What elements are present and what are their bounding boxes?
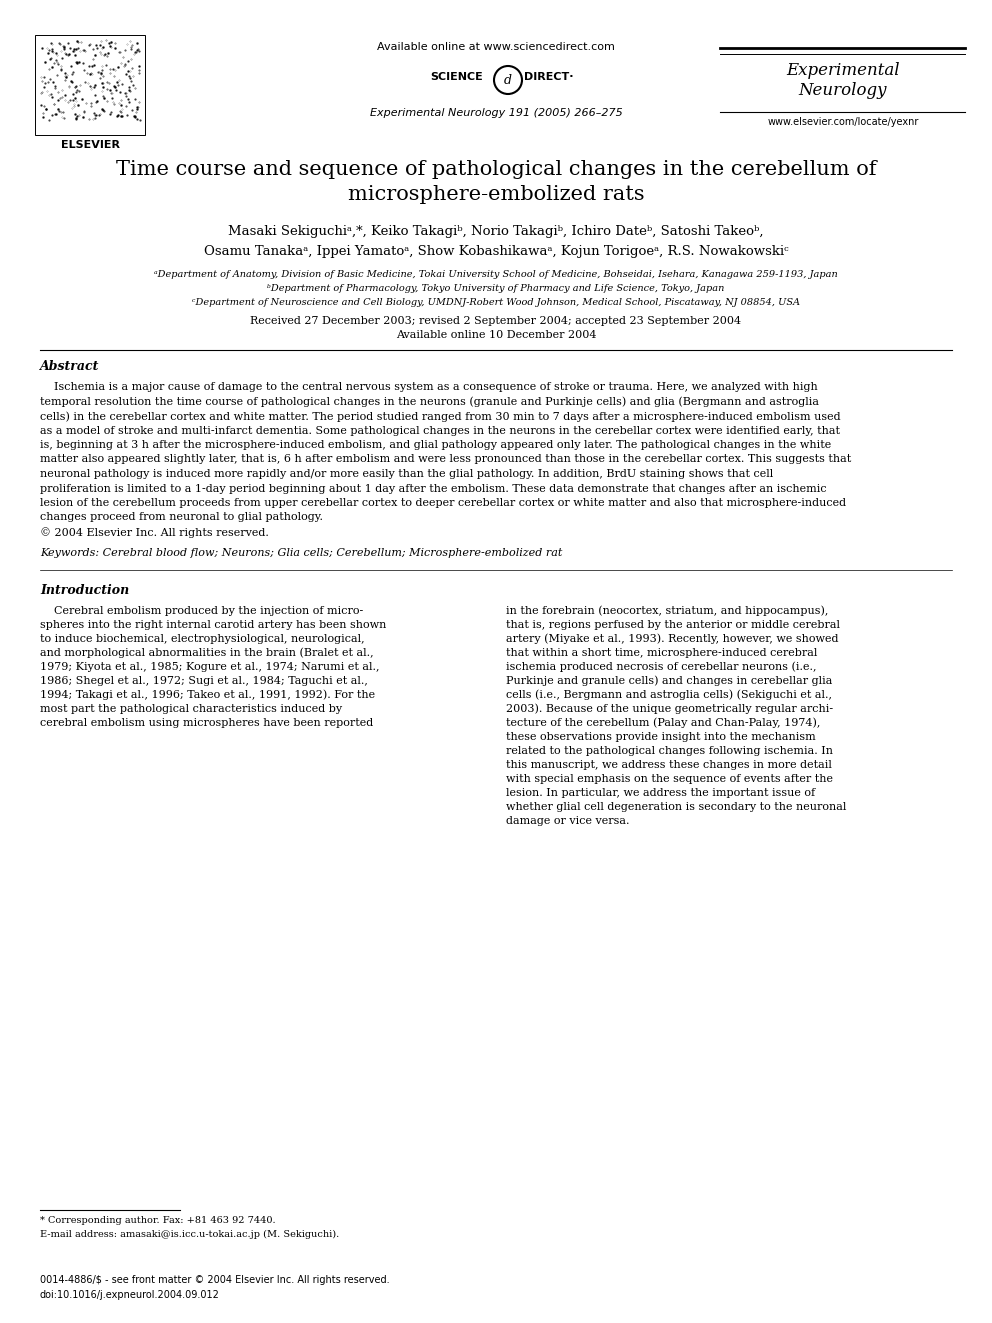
Text: Received 27 December 2003; revised 2 September 2004; accepted 23 September 2004: Received 27 December 2003; revised 2 Sep…: [250, 316, 742, 325]
Text: 1986; Shegel et al., 1972; Sugi et al., 1984; Taguchi et al.,: 1986; Shegel et al., 1972; Sugi et al., …: [40, 676, 368, 685]
Text: 2003). Because of the unique geometrically regular archi-: 2003). Because of the unique geometrical…: [506, 704, 833, 714]
Text: Cerebral embolism produced by the injection of micro-: Cerebral embolism produced by the inject…: [40, 606, 363, 615]
Text: ischemia produced necrosis of cerebellar neurons (i.e.,: ischemia produced necrosis of cerebellar…: [506, 662, 816, 672]
Bar: [35, 34, 145, 135]
Text: Abstract: Abstract: [40, 360, 99, 373]
Text: Time course and sequence of pathological changes in the cerebellum of: Time course and sequence of pathological…: [116, 160, 876, 179]
Text: whether glial cell degeneration is secondary to the neuronal: whether glial cell degeneration is secon…: [506, 802, 846, 811]
Text: these observations provide insight into the mechanism: these observations provide insight into …: [506, 732, 815, 741]
Text: SCIENCE: SCIENCE: [430, 71, 483, 82]
Text: lesion of the cerebellum proceeds from upper cerebellar cortex to deeper cerebel: lesion of the cerebellum proceeds from u…: [40, 497, 846, 508]
Text: E-mail address: amasaki@is.icc.u-tokai.ac.jp (M. Sekiguchi).: E-mail address: amasaki@is.icc.u-tokai.a…: [40, 1230, 339, 1240]
Text: © 2004 Elsevier Inc. All rights reserved.: © 2004 Elsevier Inc. All rights reserved…: [40, 527, 269, 537]
Text: 1979; Kiyota et al., 1985; Kogure et al., 1974; Narumi et al.,: 1979; Kiyota et al., 1985; Kogure et al.…: [40, 662, 380, 672]
Text: Ischemia is a major cause of damage to the central nervous system as a consequen: Ischemia is a major cause of damage to t…: [40, 382, 817, 392]
Text: cells) in the cerebellar cortex and white matter. The period studied ranged from: cells) in the cerebellar cortex and whit…: [40, 411, 840, 422]
Text: in the forebrain (neocortex, striatum, and hippocampus),: in the forebrain (neocortex, striatum, a…: [506, 606, 828, 617]
Text: ELSEVIER: ELSEVIER: [61, 140, 119, 149]
Text: ᶜDepartment of Neuroscience and Cell Biology, UMDNJ-Robert Wood Johnson, Medical: ᶜDepartment of Neuroscience and Cell Bio…: [192, 298, 800, 307]
Text: Experimental Neurology 191 (2005) 266–275: Experimental Neurology 191 (2005) 266–27…: [370, 108, 622, 118]
Text: with special emphasis on the sequence of events after the: with special emphasis on the sequence of…: [506, 774, 833, 783]
Text: lesion. In particular, we address the important issue of: lesion. In particular, we address the im…: [506, 787, 815, 798]
Text: cells (i.e., Bergmann and astroglia cells) (Sekiguchi et al.,: cells (i.e., Bergmann and astroglia cell…: [506, 689, 832, 700]
Text: * Corresponding author. Fax: +81 463 92 7440.: * Corresponding author. Fax: +81 463 92 …: [40, 1216, 276, 1225]
Text: 1994; Takagi et al., 1996; Takeo et al., 1991, 1992). For the: 1994; Takagi et al., 1996; Takeo et al.,…: [40, 689, 375, 700]
Text: Neurology: Neurology: [799, 82, 887, 99]
Text: spheres into the right internal carotid artery has been shown: spheres into the right internal carotid …: [40, 619, 386, 630]
Text: and morphological abnormalities in the brain (Bralet et al.,: and morphological abnormalities in the b…: [40, 647, 374, 658]
Text: Purkinje and granule cells) and changes in cerebellar glia: Purkinje and granule cells) and changes …: [506, 676, 832, 687]
Text: most part the pathological characteristics induced by: most part the pathological characteristi…: [40, 704, 342, 713]
Text: that within a short time, microsphere-induced cerebral: that within a short time, microsphere-in…: [506, 647, 817, 658]
Text: proliferation is limited to a 1-day period beginning about 1 day after the embol: proliferation is limited to a 1-day peri…: [40, 483, 826, 493]
Text: neuronal pathology is induced more rapidly and/or more easily than the glial pat: neuronal pathology is induced more rapid…: [40, 468, 773, 479]
Text: tecture of the cerebellum (Palay and Chan-Palay, 1974),: tecture of the cerebellum (Palay and Cha…: [506, 717, 820, 728]
Text: Available online 10 December 2004: Available online 10 December 2004: [396, 329, 596, 340]
Text: Keywords: Cerebral blood flow; Neurons; Glia cells; Cerebellum; Microsphere-embo: Keywords: Cerebral blood flow; Neurons; …: [40, 548, 562, 557]
Text: Available online at www.sciencedirect.com: Available online at www.sciencedirect.co…: [377, 42, 615, 52]
Text: matter also appeared slightly later, that is, 6 h after embolism and were less p: matter also appeared slightly later, tha…: [40, 455, 851, 464]
Text: artery (Miyake et al., 1993). Recently, however, we showed: artery (Miyake et al., 1993). Recently, …: [506, 634, 838, 644]
Text: this manuscript, we address these changes in more detail: this manuscript, we address these change…: [506, 759, 832, 770]
Text: www.elsevier.com/locate/yexnr: www.elsevier.com/locate/yexnr: [768, 116, 919, 127]
Text: DIRECT·: DIRECT·: [524, 71, 573, 82]
Text: temporal resolution the time course of pathological changes in the neurons (gran: temporal resolution the time course of p…: [40, 397, 819, 407]
Text: related to the pathological changes following ischemia. In: related to the pathological changes foll…: [506, 745, 833, 755]
Text: Osamu Tanakaᵃ, Ippei Yamatoᵃ, Show Kobashikawaᵃ, Kojun Torigoeᵃ, R.S. Nowakowski: Osamu Tanakaᵃ, Ippei Yamatoᵃ, Show Kobas…: [203, 245, 789, 258]
Text: Introduction: Introduction: [40, 583, 129, 597]
Text: Masaki Sekiguchiᵃ,*, Keiko Takagiᵇ, Norio Takagiᵇ, Ichiro Dateᵇ, Satoshi Takeoᵇ,: Masaki Sekiguchiᵃ,*, Keiko Takagiᵇ, Nori…: [228, 225, 764, 238]
Text: as a model of stroke and multi-infarct dementia. Some pathological changes in th: as a model of stroke and multi-infarct d…: [40, 426, 840, 435]
Text: that is, regions perfused by the anterior or middle cerebral: that is, regions perfused by the anterio…: [506, 619, 840, 630]
Text: to induce biochemical, electrophysiological, neurological,: to induce biochemical, electrophysiologi…: [40, 634, 365, 643]
Text: Experimental: Experimental: [787, 62, 900, 79]
Text: microsphere-embolized rats: microsphere-embolized rats: [347, 185, 645, 204]
Text: d: d: [504, 74, 512, 86]
Text: ᵇDepartment of Pharmacology, Tokyo University of Pharmacy and Life Science, Toky: ᵇDepartment of Pharmacology, Tokyo Unive…: [267, 284, 725, 292]
Text: 0014-4886/$ - see front matter © 2004 Elsevier Inc. All rights reserved.: 0014-4886/$ - see front matter © 2004 El…: [40, 1275, 390, 1285]
Text: ᵃDepartment of Anatomy, Division of Basic Medicine, Tokai University School of M: ᵃDepartment of Anatomy, Division of Basi…: [154, 270, 838, 279]
Text: is, beginning at 3 h after the microsphere-induced embolism, and glial pathology: is, beginning at 3 h after the microsphe…: [40, 441, 831, 450]
Text: doi:10.1016/j.expneurol.2004.09.012: doi:10.1016/j.expneurol.2004.09.012: [40, 1290, 220, 1301]
Text: changes proceed from neuronal to glial pathology.: changes proceed from neuronal to glial p…: [40, 512, 323, 523]
Text: cerebral embolism using microspheres have been reported: cerebral embolism using microspheres hav…: [40, 717, 373, 728]
Text: damage or vice versa.: damage or vice versa.: [506, 815, 630, 826]
